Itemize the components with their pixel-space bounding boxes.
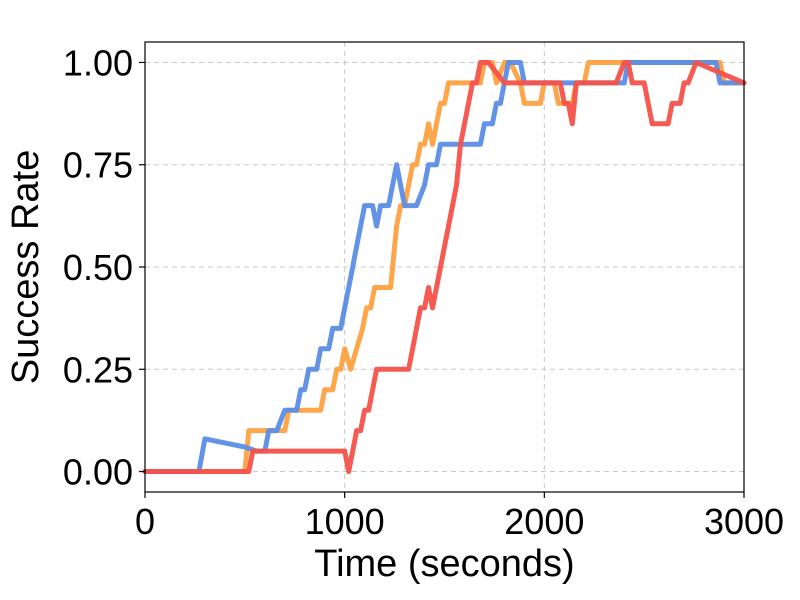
x-tick-label: 1000 xyxy=(305,501,385,542)
tick-layer: 0 1000 2000 3000 0.00 0.25 0.50 0.75 1.00 xyxy=(63,42,784,542)
y-tick-label: 1.00 xyxy=(63,42,133,83)
series-layer xyxy=(142,60,747,474)
series-line-3 xyxy=(142,60,747,474)
y-tick-label: 0.00 xyxy=(63,452,133,493)
x-tick-label: 2000 xyxy=(504,501,584,542)
y-tick-label: 0.50 xyxy=(63,247,133,288)
series-line-2 xyxy=(142,60,747,474)
x-tick-label: 3000 xyxy=(704,501,784,542)
x-axis-label: Time (seconds) xyxy=(314,543,574,585)
grid-layer xyxy=(144,42,745,492)
y-tick-label: 0.75 xyxy=(63,145,133,186)
y-axis-label: Success Rate xyxy=(5,150,47,384)
y-tick-label: 0.25 xyxy=(63,349,133,390)
x-tick-label: 0 xyxy=(135,501,155,542)
